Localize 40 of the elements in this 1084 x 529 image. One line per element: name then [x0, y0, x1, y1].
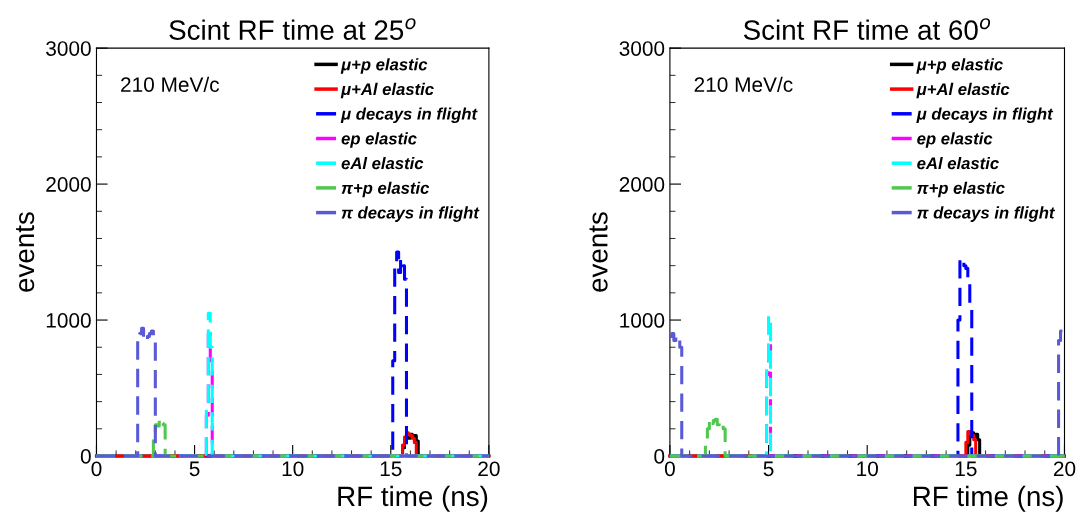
- x-tick-label: 5: [763, 461, 774, 477]
- x-tick-label: 0: [91, 461, 102, 477]
- legend-label: π decays in flight: [917, 206, 1056, 222]
- annotation: 210 MeV/c: [121, 76, 220, 92]
- y-tick-label: 0: [654, 449, 665, 464]
- y-tick-label: 3000: [619, 41, 665, 56]
- legend-label: μ+p elastic: [916, 58, 1003, 74]
- x-tick-label: 15: [380, 461, 402, 477]
- y-tick-label: 1000: [620, 313, 665, 328]
- y-tick-label: 2000: [46, 177, 91, 192]
- x-tick-label: 10: [282, 461, 304, 477]
- legend-label: μ decays in flight: [916, 107, 1054, 124]
- legend-label: μ decays in flight: [340, 107, 478, 124]
- legend-label: μ+Al elastic: [916, 82, 1010, 99]
- x-tick-label: 15: [955, 461, 977, 477]
- chart-title: Scint RF time at 25$^{o}$: [169, 18, 416, 40]
- y-tick-label: 3000: [46, 41, 91, 56]
- x-tick-label: 0: [664, 461, 675, 477]
- x-tick-label: 20: [1053, 461, 1076, 477]
- annotation: 210 MeV/c: [694, 76, 793, 92]
- y-tick-label: 1000: [46, 313, 91, 328]
- legend-label: ep elastic: [341, 132, 417, 148]
- x-axis-title: RF time (ns): [338, 485, 488, 512]
- legend-label: π decays in flight: [341, 206, 480, 222]
- x-tick-label: 20: [478, 461, 500, 477]
- legend-label: π+p elastic: [917, 181, 1005, 198]
- x-tick-label: 10: [857, 461, 878, 477]
- x-axis-title: RF time (ns): [914, 485, 1063, 512]
- legend-label: μ+p elastic: [340, 58, 428, 74]
- chart-title: Scint RF time at 60$^{o}$: [743, 18, 991, 40]
- legend-label: μ+Al elastic: [340, 82, 434, 99]
- y-axis-title: events: [589, 212, 608, 292]
- legend-label: ep elastic: [917, 132, 993, 148]
- legend-label: eAl elastic: [341, 156, 424, 170]
- x-tick-label: 5: [189, 461, 200, 477]
- y-tick-label: 0: [80, 449, 91, 464]
- legend-label: eAl elastic: [917, 156, 999, 170]
- y-tick-label: 2000: [619, 177, 665, 192]
- y-axis-title: events: [15, 212, 35, 292]
- legend-label: π+p elastic: [341, 181, 430, 198]
